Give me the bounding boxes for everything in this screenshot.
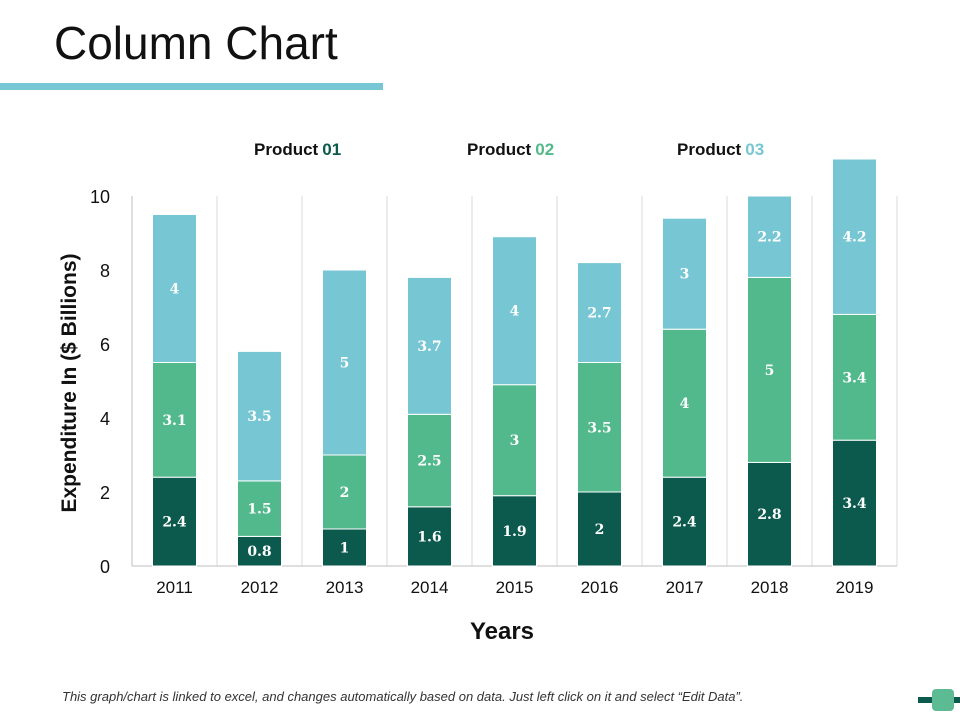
data-label: 2.4 <box>162 515 187 531</box>
bar-segment <box>322 528 367 567</box>
data-label: 2.4 <box>672 515 697 531</box>
bar-segment <box>492 495 537 567</box>
footnote: This graph/chart is linked to excel, and… <box>62 689 744 704</box>
data-label: 3.7 <box>417 339 441 355</box>
bar-segment <box>152 214 197 363</box>
bar-segment <box>492 384 537 497</box>
page-title: Column Chart <box>54 17 338 69</box>
bar-segment <box>322 269 367 456</box>
data-label: 3.4 <box>842 370 867 386</box>
chart-legend: Product 01 Product 02 Product 03 <box>0 140 960 164</box>
data-label: 0.8 <box>247 544 271 560</box>
data-label: 5 <box>340 356 350 372</box>
bar-segment <box>237 350 282 482</box>
legend-number: 01 <box>322 140 342 159</box>
legend-number: 02 <box>535 140 555 159</box>
bar-segment <box>662 217 707 330</box>
y-tick-label: 8 <box>100 261 110 281</box>
bar-segment <box>577 362 622 493</box>
bar-segment <box>152 362 197 478</box>
bar-segment <box>662 476 707 567</box>
bar-segment <box>407 276 452 415</box>
data-label: 1.5 <box>247 502 271 518</box>
x-tick-label: 2012 <box>241 578 279 597</box>
y-tick-label: 10 <box>90 187 110 207</box>
bar-segment <box>492 236 537 386</box>
bar-segment <box>237 535 282 567</box>
x-tick-label: 2017 <box>666 578 704 597</box>
data-label: 4 <box>680 396 690 412</box>
y-tick-label: 6 <box>100 335 110 355</box>
legend-item-product-02[interactable]: Product 02 <box>467 140 554 160</box>
x-tick-label: 2016 <box>581 578 619 597</box>
x-tick-label: 2014 <box>411 578 449 597</box>
legend-item-product-01[interactable]: Product 01 <box>254 140 341 160</box>
data-label: 3.5 <box>587 420 611 436</box>
data-label: 1.9 <box>502 524 526 540</box>
x-tick-label: 2018 <box>751 578 789 597</box>
x-tick-label: 2013 <box>326 578 364 597</box>
data-label: 2.7 <box>587 306 611 322</box>
data-label: 2 <box>595 522 605 538</box>
bar-segment <box>662 328 707 478</box>
y-tick-label: 4 <box>100 409 110 429</box>
data-label: 2.2 <box>757 230 781 246</box>
legend-label: Product <box>254 140 319 159</box>
bar-segment <box>322 454 367 530</box>
legend-label: Product <box>467 140 532 159</box>
data-label: 2.5 <box>417 454 441 470</box>
bar-segment <box>832 313 877 441</box>
data-label: 3.1 <box>162 413 186 429</box>
legend-number: 03 <box>745 140 765 159</box>
data-label: 2.8 <box>757 507 781 523</box>
x-tick-label: 2011 <box>156 578 193 597</box>
data-label: 4.2 <box>842 230 866 246</box>
bar-segment <box>747 195 792 278</box>
bar-segment <box>832 439 877 567</box>
bar-segment <box>237 480 282 537</box>
bar-segment <box>407 506 452 567</box>
x-tick-label: 2015 <box>496 578 534 597</box>
y-axis-label: Expenditure In ($ Billions) <box>58 253 81 513</box>
legend-label: Product <box>677 140 742 159</box>
data-label: 1 <box>340 541 350 557</box>
data-label: 3.5 <box>247 409 271 425</box>
y-tick-label: 0 <box>100 557 110 577</box>
data-label: 3.4 <box>842 496 867 512</box>
bar-segment <box>152 476 197 567</box>
bar-segment <box>407 413 452 508</box>
data-label: 5 <box>765 363 775 379</box>
data-label: 3 <box>510 433 520 449</box>
data-label: 4 <box>510 304 520 320</box>
bar-segment <box>832 158 877 315</box>
x-tick-label: 2019 <box>836 578 874 597</box>
x-axis-label: Years <box>469 618 535 645</box>
slide-brand-icon <box>918 688 960 714</box>
y-tick-label: 2 <box>100 483 110 503</box>
legend-item-product-03[interactable]: Product 03 <box>677 140 764 160</box>
title-underline <box>0 83 383 90</box>
bar-segment <box>577 262 622 364</box>
data-label: 4 <box>170 282 180 298</box>
data-label: 1.6 <box>417 529 441 545</box>
bar-segment <box>577 491 622 567</box>
data-label: 2 <box>340 485 350 501</box>
data-label: 3 <box>680 267 690 283</box>
